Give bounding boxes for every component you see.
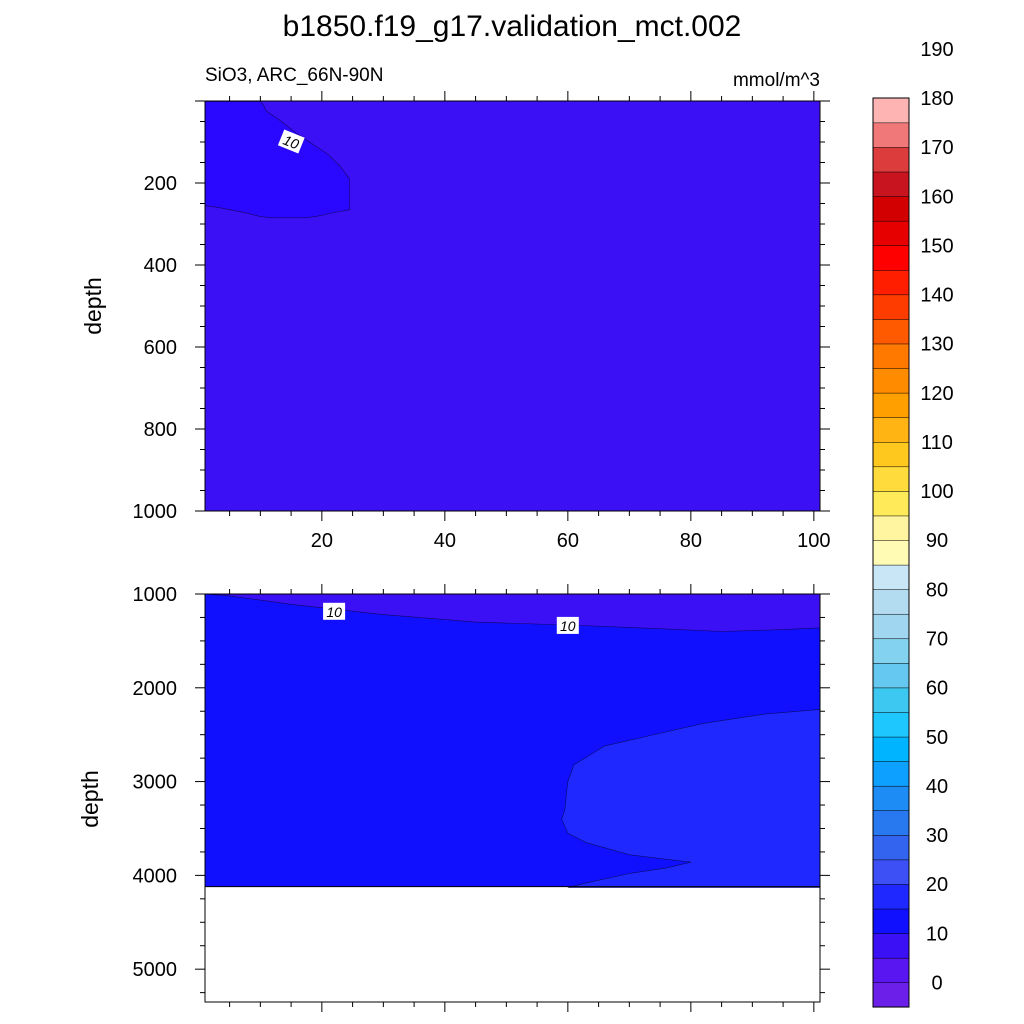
colorbar-swatch [872, 957, 910, 983]
colorbar-label: 90 [926, 530, 948, 552]
colorbar-swatch [872, 220, 910, 246]
contour-label-text: 10 [560, 618, 576, 634]
colorbar-label: 50 [926, 727, 948, 749]
colorbar-label: 190 [920, 39, 953, 61]
colorbar-label: 0 [931, 972, 942, 994]
colorbar-swatch [872, 662, 910, 689]
contour-label-text: 10 [326, 604, 342, 620]
colorbar-label: 80 [926, 579, 948, 601]
contour-label: 10 [556, 616, 579, 634]
colorbar-swatch [872, 711, 910, 738]
colorbar-label: 70 [926, 629, 948, 651]
lower-panel: 1000 2000 3000 4000 5000 10 10 [133, 584, 830, 1012]
colorbar-label: 180 [920, 88, 953, 110]
colorbar-swatch [872, 343, 910, 369]
y-tick-label: 3000 [133, 772, 178, 794]
colorbar-swatch [872, 736, 910, 762]
contour-label-text: 10 [281, 132, 302, 153]
colorbar-label: 40 [926, 776, 948, 798]
colorbar-swatch [872, 859, 910, 885]
colorbar-swatch [872, 97, 910, 124]
colorbar-label: 100 [920, 481, 953, 503]
colorbar-swatch [872, 834, 910, 861]
colorbar-swatch [872, 122, 910, 148]
colorbar-swatch [872, 196, 910, 222]
colorbar-swatch [872, 171, 910, 197]
colorbar-swatch [872, 539, 910, 566]
y-tick-label: 400 [144, 255, 177, 277]
y-tick-label: 1000 [133, 501, 178, 523]
colorbar-label: 10 [926, 923, 948, 945]
units-label: mmol/m^3 [733, 70, 820, 91]
colorbar-label: 60 [926, 678, 948, 700]
colorbar-swatch [872, 515, 910, 541]
y-tick-label: 600 [144, 337, 177, 359]
colorbar-swatch [872, 417, 910, 443]
colorbar-label: 20 [926, 874, 948, 896]
chart-title: b1850.f19_g17.validation_mct.002 [283, 10, 742, 43]
contour-label: 10 [323, 602, 346, 620]
colorbar-swatch [872, 982, 910, 1008]
colorbar-label: 170 [920, 137, 953, 159]
x-tick-label: 100 [797, 530, 830, 552]
bottom-panel-ylabel: depth [77, 770, 103, 828]
x-tick-label: 80 [680, 530, 702, 552]
top-panel-ylabel: depth [80, 277, 106, 335]
colorbar-swatch [872, 933, 910, 959]
colorbar-swatch [872, 269, 910, 296]
colorbar-swatch [872, 908, 910, 934]
colorbar-swatch [872, 761, 910, 787]
colorbar-label: 110 [921, 432, 953, 454]
colorbar-swatch [872, 490, 910, 517]
colorbar-swatch [872, 318, 910, 345]
x-tick-label: 20 [311, 530, 333, 552]
colorbar-frame [872, 97, 910, 1008]
colorbar-swatch [872, 810, 910, 836]
colorbar-swatch [872, 294, 910, 320]
colorbar-swatch [872, 245, 910, 271]
colorbar-swatch [872, 785, 910, 812]
colorbar-label: 160 [920, 186, 953, 208]
colorbar-swatch [872, 613, 910, 640]
upper-panel: 20 40 60 80 100 200 400 600 800 1000 10 [133, 91, 831, 552]
colorbar-swatch [872, 638, 910, 664]
colorbar-swatch [872, 466, 910, 492]
colorbar-swatch [872, 589, 910, 615]
colorbar-label: 30 [926, 825, 948, 847]
colorbar-label: 120 [920, 383, 953, 405]
y-tick-label: 200 [144, 173, 177, 195]
y-tick-label: 2000 [133, 678, 178, 700]
colorbar-swatch [872, 367, 910, 394]
colorbar-label: 150 [920, 235, 953, 257]
contour-label: 10 [277, 129, 305, 154]
contour-label-box [323, 602, 346, 620]
colorbar-swatch [872, 687, 910, 713]
colorbar-swatch [872, 883, 910, 910]
colorbar: 0 10 20 30 40 50 60 70 80 90 100 110 120 130 140 150 160… [872, 39, 954, 1008]
y-tick-label: 1000 [133, 584, 178, 606]
plot-frame [204, 593, 821, 1003]
colorbar-swatch [872, 441, 910, 468]
x-tick-label: 40 [434, 530, 456, 552]
colorbar-swatch [872, 564, 910, 590]
contour-label-box [556, 616, 579, 634]
chart-subtitle: SiO3, ARC_66N-90N [205, 65, 383, 86]
colorbar-swatch [872, 146, 910, 173]
y-tick-label: 4000 [133, 865, 178, 887]
colorbar-label: 130 [920, 334, 953, 356]
contour-label-box [277, 129, 305, 154]
contour-region [561, 709, 821, 888]
x-tick-label: 60 [557, 530, 579, 552]
y-tick-label: 800 [144, 419, 177, 441]
colorbar-label: 140 [920, 285, 953, 307]
contour-region [204, 101, 350, 219]
y-tick-label: 5000 [133, 959, 178, 981]
colorbar-swatch [872, 392, 910, 418]
